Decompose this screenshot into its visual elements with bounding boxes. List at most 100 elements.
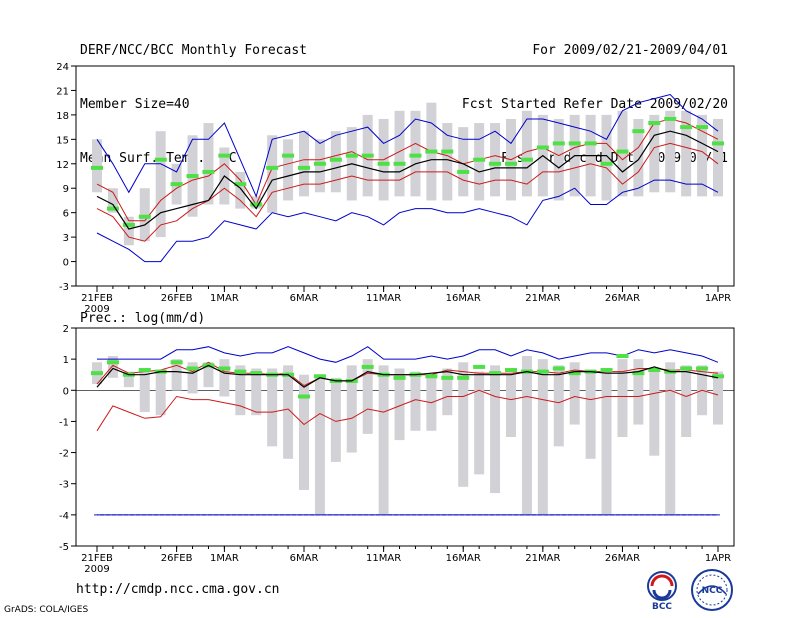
y-tick-label: 6 <box>63 209 69 220</box>
spread-box <box>394 368 405 441</box>
x-tick-label: 21FEB <box>81 293 113 304</box>
spread-box <box>633 359 644 425</box>
median-mark <box>138 368 151 373</box>
spread-box <box>681 110 692 197</box>
median-mark <box>632 371 645 376</box>
y-tick-label: -4 <box>59 511 69 522</box>
median-mark <box>154 157 167 162</box>
median-mark <box>393 161 406 166</box>
x-tick-label: 26FEB <box>161 293 193 304</box>
series-mean-plus-sd-line <box>96 118 719 222</box>
spread-box <box>92 139 102 193</box>
forecast-period: For 2009/02/21-2009/04/01 <box>532 43 728 58</box>
spread-box <box>139 371 150 413</box>
spread-box <box>410 371 421 431</box>
median-mark <box>218 366 231 371</box>
spread-box <box>139 188 150 242</box>
spread-box <box>171 359 182 391</box>
spread-box <box>107 188 118 213</box>
spread-box <box>490 123 501 197</box>
median-mark <box>505 368 517 373</box>
source-url[interactable]: http://cmdp.ncc.cma.gov.cn <box>76 582 280 597</box>
precip-title: Prec.: log(mm/d) <box>80 311 205 326</box>
median-mark <box>345 153 358 158</box>
spread-box <box>267 368 278 447</box>
median-mark <box>441 149 454 154</box>
spread-box <box>521 110 532 197</box>
median-mark <box>361 364 374 369</box>
median-mark <box>425 149 438 154</box>
y-tick-label: -1 <box>59 417 69 428</box>
median-mark <box>489 161 502 166</box>
median-mark <box>298 165 310 170</box>
plot-frame <box>75 327 735 547</box>
y-tick-label: 3 <box>63 233 69 244</box>
median-mark <box>473 157 486 162</box>
median-mark <box>568 371 581 376</box>
x-tick-label: 6MAR <box>290 293 319 304</box>
median-mark <box>489 371 502 376</box>
median-mark <box>457 169 470 174</box>
spread-box <box>633 118 644 197</box>
median-mark <box>600 368 613 373</box>
median-mark <box>170 182 183 187</box>
x-tick-label: 26MAR <box>605 553 640 564</box>
median-mark <box>122 222 135 227</box>
member-size: Member Size=40 <box>80 97 190 112</box>
median-mark <box>91 165 103 170</box>
y-tick-label: 15 <box>56 135 69 146</box>
forecast-started-date: Fcst Started Refer Date 2009/02/20 <box>461 97 728 112</box>
median-mark <box>473 364 486 369</box>
spread-box <box>458 127 469 197</box>
y-tick-label: 9 <box>63 184 69 195</box>
spread-box <box>330 377 341 462</box>
median-mark <box>361 153 374 158</box>
median-mark <box>505 161 517 166</box>
spread-box <box>203 362 214 388</box>
spread-box <box>521 356 532 515</box>
spread-box <box>665 362 676 515</box>
grads-credit: GrADS: COLA/IGES <box>4 605 89 615</box>
median-mark <box>552 141 565 146</box>
spread-box <box>330 131 341 193</box>
median-mark <box>616 149 629 154</box>
spread-box <box>665 110 676 193</box>
y-tick-label: 2 <box>63 324 69 335</box>
spread-box <box>394 110 405 197</box>
x-tick-label: 21MAR <box>525 553 560 564</box>
median-mark <box>648 368 661 373</box>
median-mark <box>106 360 119 365</box>
series-max-line <box>97 346 719 363</box>
spread-box <box>553 118 564 201</box>
median-mark <box>250 371 263 376</box>
spread-box <box>107 356 118 378</box>
x-tick-label: 1APR <box>705 293 731 304</box>
spread-box <box>378 365 389 515</box>
series-mean-line <box>96 364 719 388</box>
median-mark <box>680 366 693 371</box>
median-mark <box>393 375 406 380</box>
median-mark <box>648 121 661 126</box>
x-tick-label: 26FEB <box>161 553 193 564</box>
x-tick-label: 1APR <box>705 553 731 564</box>
median-mark <box>282 153 295 158</box>
x-tick-label: 26MAR <box>605 293 640 304</box>
x-tick-sublabel: 2009 <box>84 304 109 315</box>
spread-box <box>155 371 166 416</box>
median-mark <box>298 394 310 399</box>
median-mark <box>234 369 247 374</box>
x-tick-label: 11MAR <box>366 553 401 564</box>
spread-box <box>251 196 262 209</box>
y-tick-label: 12 <box>56 160 69 171</box>
spread-box <box>187 362 198 394</box>
plot-frame <box>75 65 735 287</box>
spread-box <box>123 371 134 388</box>
spread-box <box>235 365 246 416</box>
spread-box <box>283 365 294 459</box>
median-mark <box>170 360 183 365</box>
spread-box <box>713 371 723 425</box>
y-tick-label: 1 <box>63 355 69 366</box>
spread-box <box>235 171 246 209</box>
